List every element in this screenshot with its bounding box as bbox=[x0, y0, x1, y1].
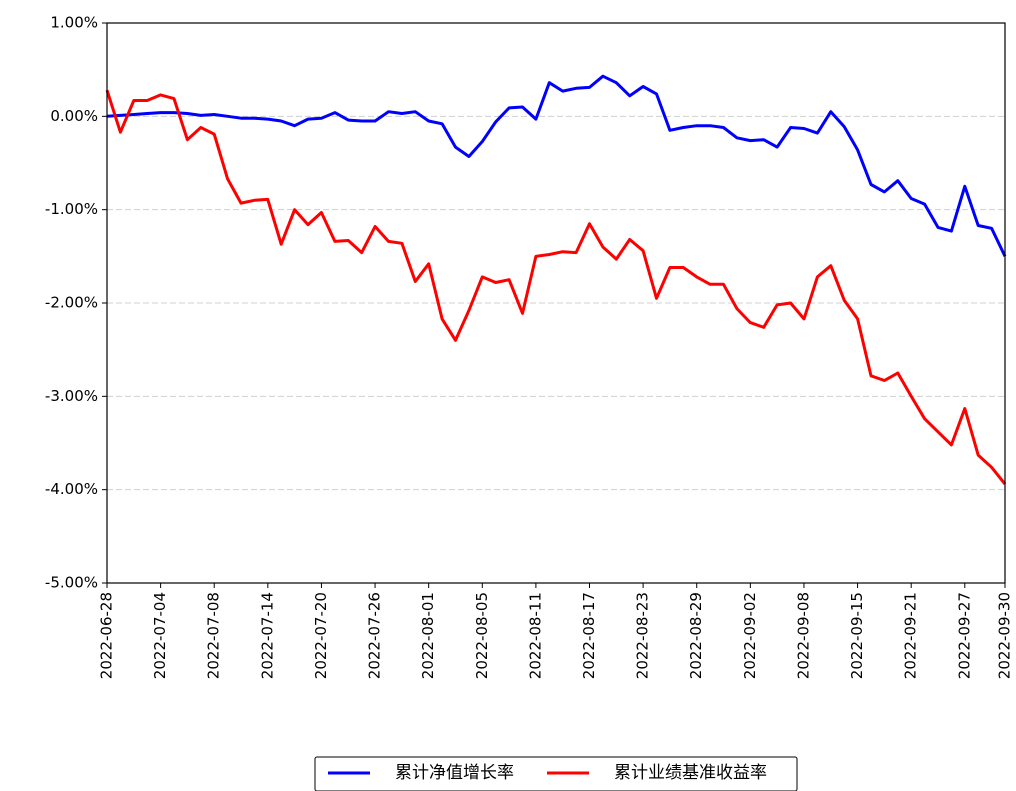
y-tick-label: -1.00% bbox=[45, 200, 98, 218]
x-tick-label: 2022-09-08 bbox=[794, 592, 812, 679]
x-tick-label: 2022-08-01 bbox=[419, 592, 437, 679]
x-tick-label: 2022-07-26 bbox=[366, 592, 384, 679]
y-tick-label: 0.00% bbox=[50, 107, 98, 125]
x-tick-label: 2022-09-15 bbox=[848, 592, 866, 679]
legend: 累计净值增长率 累计业绩基准收益率 bbox=[314, 756, 798, 791]
x-tick-label: 2022-09-27 bbox=[955, 592, 973, 679]
series-line bbox=[105, 89, 1007, 486]
y-tick-label: -2.00% bbox=[45, 294, 98, 312]
series-line bbox=[106, 74, 1007, 257]
x-tick-label: 2022-08-05 bbox=[473, 592, 491, 679]
x-tick-label: 2022-08-23 bbox=[634, 592, 652, 679]
x-tick-label: 2022-08-29 bbox=[687, 592, 705, 679]
x-tick-label: 2022-06-28 bbox=[98, 592, 116, 679]
y-tick-label: -4.00% bbox=[45, 480, 98, 498]
y-tick-label: -3.00% bbox=[45, 387, 98, 405]
x-tick-label: 2022-09-30 bbox=[996, 592, 1014, 679]
legend-label: 累计净值增长率 bbox=[395, 763, 514, 783]
x-tick-label: 2022-09-02 bbox=[741, 592, 759, 679]
x-tick-label: 2022-09-21 bbox=[902, 592, 920, 679]
y-tick-label: -5.00% bbox=[45, 574, 98, 592]
legend-label: 累计业绩基准收益率 bbox=[614, 763, 767, 783]
x-tick-label: 2022-08-17 bbox=[580, 592, 598, 679]
x-tick-label: 2022-07-14 bbox=[258, 592, 276, 679]
y-tick-label: 1.00% bbox=[50, 14, 98, 32]
x-tick-label: 2022-07-08 bbox=[205, 592, 223, 679]
x-tick-label: 2022-08-11 bbox=[526, 592, 544, 679]
x-tick-label: 2022-07-04 bbox=[151, 592, 169, 679]
plot-frame bbox=[106, 22, 1006, 584]
x-tick-label: 2022-07-20 bbox=[312, 592, 330, 679]
